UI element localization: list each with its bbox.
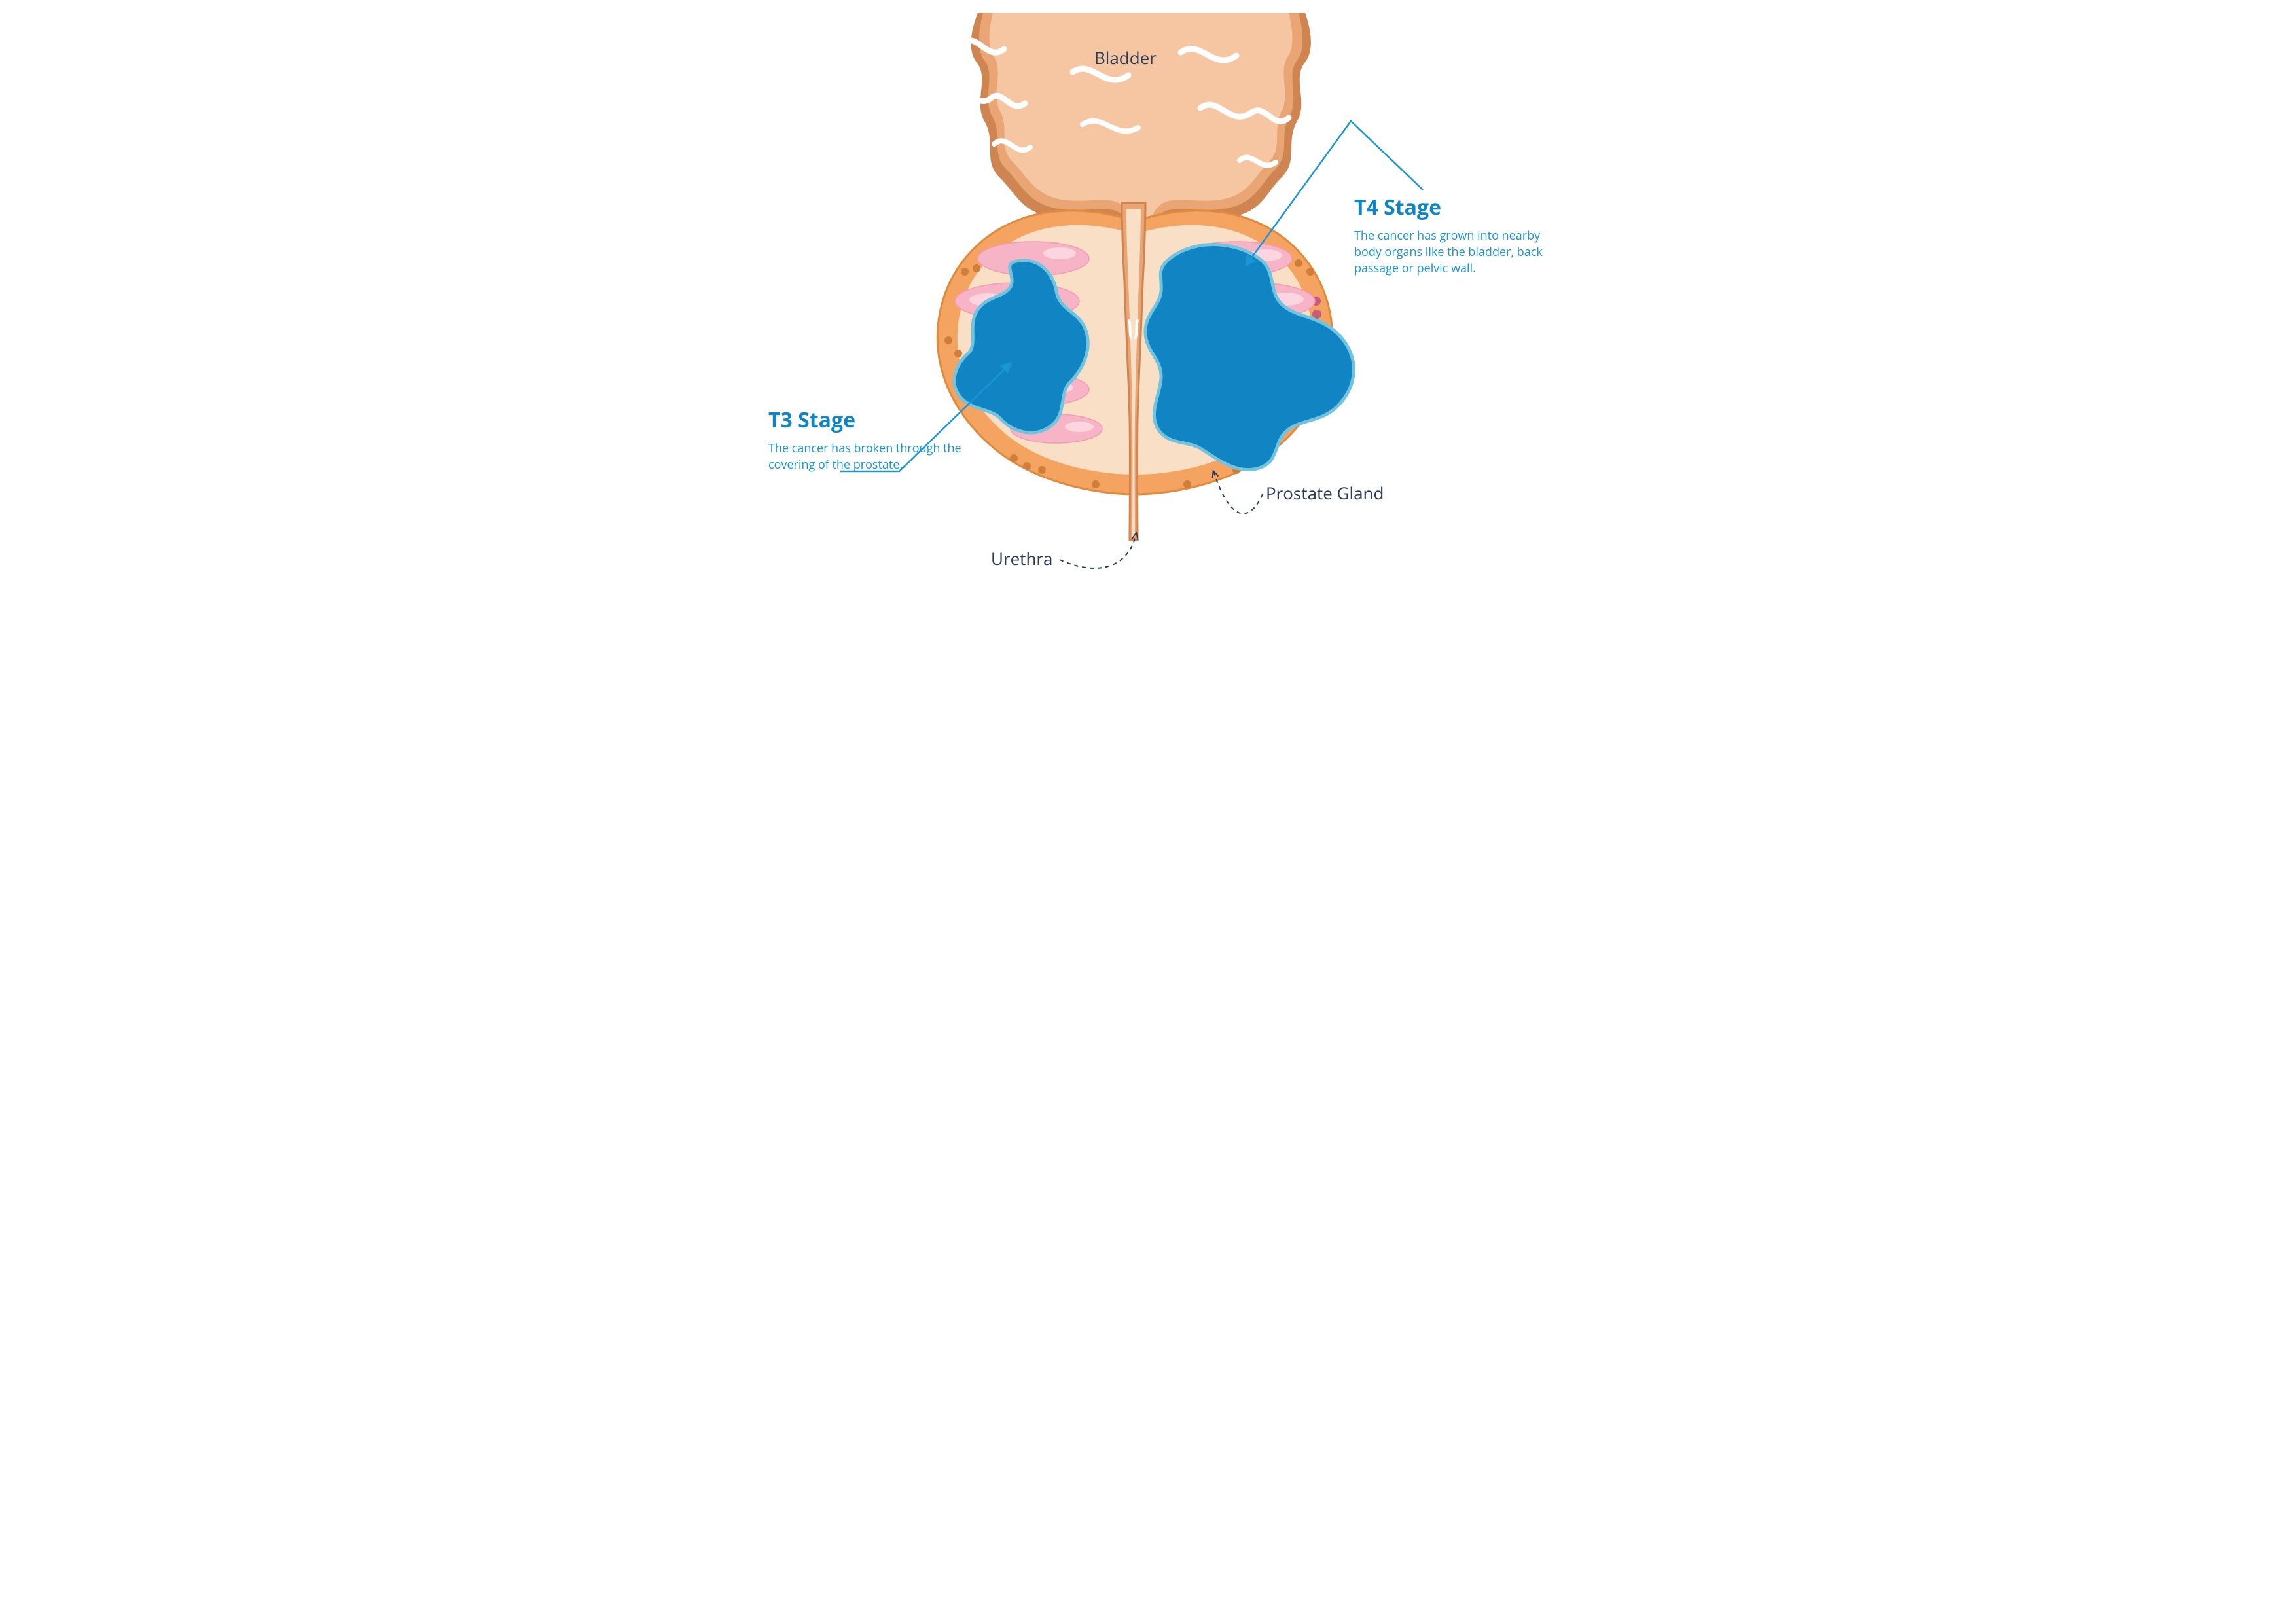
diagram-canvas: Bladder Prostate Gland Urethra T3 Stage … <box>729 0 1567 592</box>
prostate-label: Prostate Gland <box>1266 481 1384 505</box>
anatomy-svg <box>729 0 1567 592</box>
t4-tumor <box>1145 245 1354 470</box>
t3-body: The cancer has broken through the coveri… <box>768 441 965 473</box>
t3-title: T3 Stage <box>768 406 965 434</box>
t4-stage-block: T4 Stage The cancer has grown into nearb… <box>1354 193 1551 278</box>
urethra-label: Urethra <box>991 547 1052 570</box>
bladder-label: Bladder <box>1094 46 1157 69</box>
t4-title: T4 Stage <box>1354 193 1551 221</box>
t4-body: The cancer has grown into nearby body or… <box>1354 228 1551 278</box>
t3-stage-block: T3 Stage The cancer has broken through t… <box>768 406 965 473</box>
